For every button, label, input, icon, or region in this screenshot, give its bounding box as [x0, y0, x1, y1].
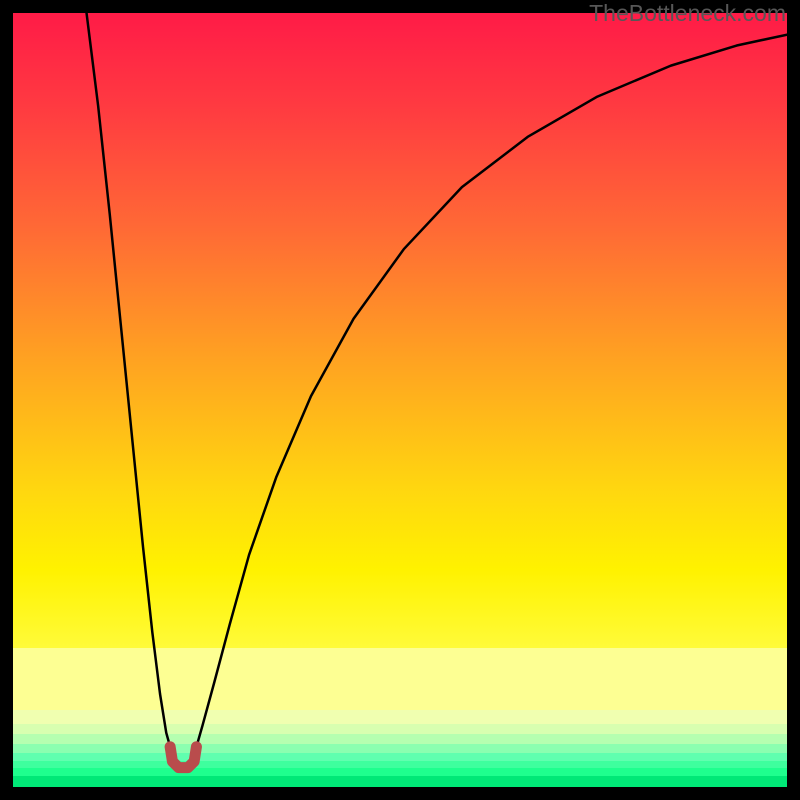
right-branch: [195, 35, 787, 753]
curve-overlay: [13, 13, 787, 787]
stage: TheBottleneck.com: [0, 0, 800, 800]
trough-marker: [170, 747, 196, 768]
watermark-text: TheBottleneck.com: [589, 0, 786, 27]
left-branch: [87, 13, 172, 752]
plot-area: [13, 13, 787, 787]
